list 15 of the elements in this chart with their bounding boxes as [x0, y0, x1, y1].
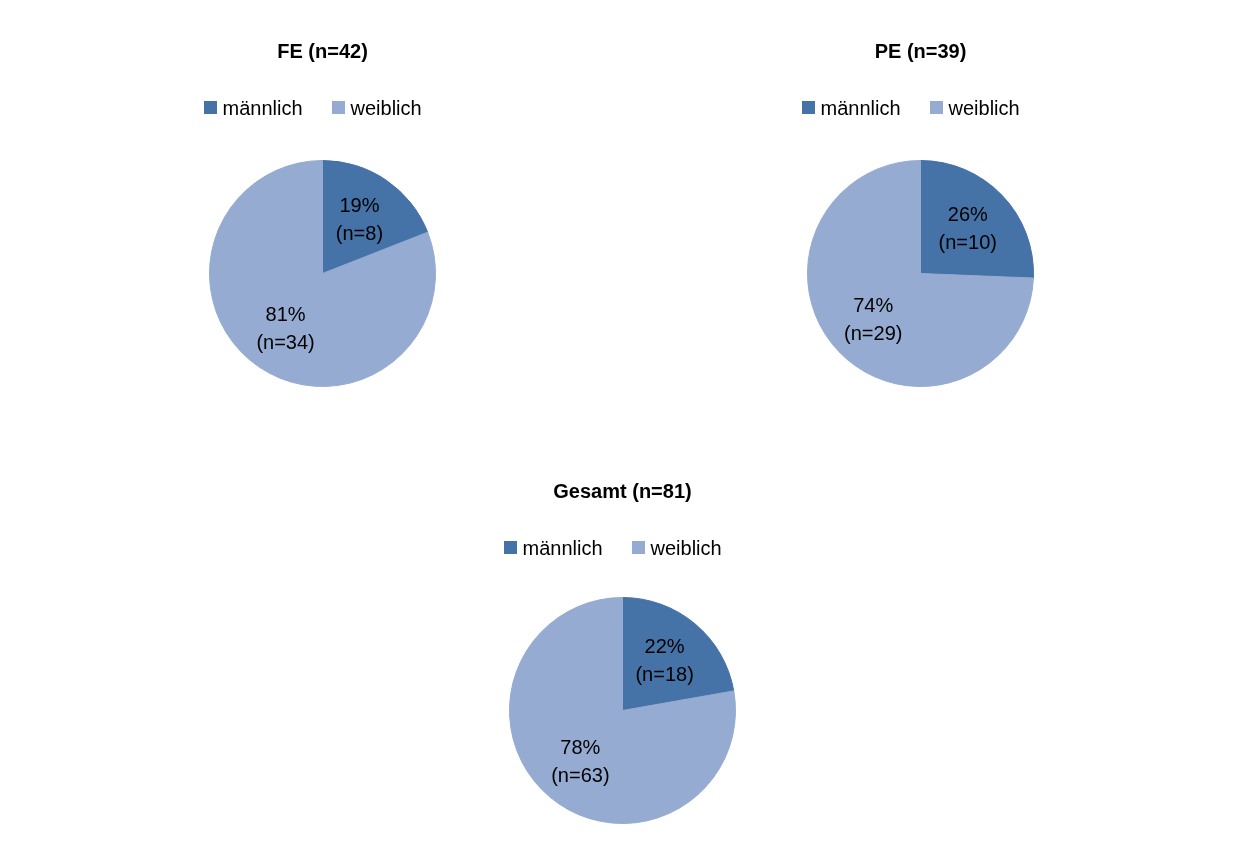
legend-label: weiblich: [349, 96, 422, 119]
data-label: 81% (n=34): [256, 302, 315, 353]
chart-title: FE (n=42): [277, 39, 368, 62]
data-label: 78% (n=63): [551, 735, 610, 786]
legend-label: weiblich: [649, 536, 722, 559]
chart-title: Gesamt (n=81): [553, 479, 692, 502]
data-label: 26% (n=10): [938, 203, 997, 254]
legend-label: weiblich: [947, 96, 1020, 119]
legend-label: männlich: [522, 536, 603, 559]
legend-label: männlich: [222, 96, 303, 119]
data-label: 19% (n=8): [335, 194, 384, 245]
legend-label: männlich: [820, 96, 901, 119]
chart-title: PE (n=39): [874, 39, 967, 62]
data-label: 22% (n=18): [635, 635, 694, 686]
data-label: 74% (n=29): [844, 293, 903, 344]
